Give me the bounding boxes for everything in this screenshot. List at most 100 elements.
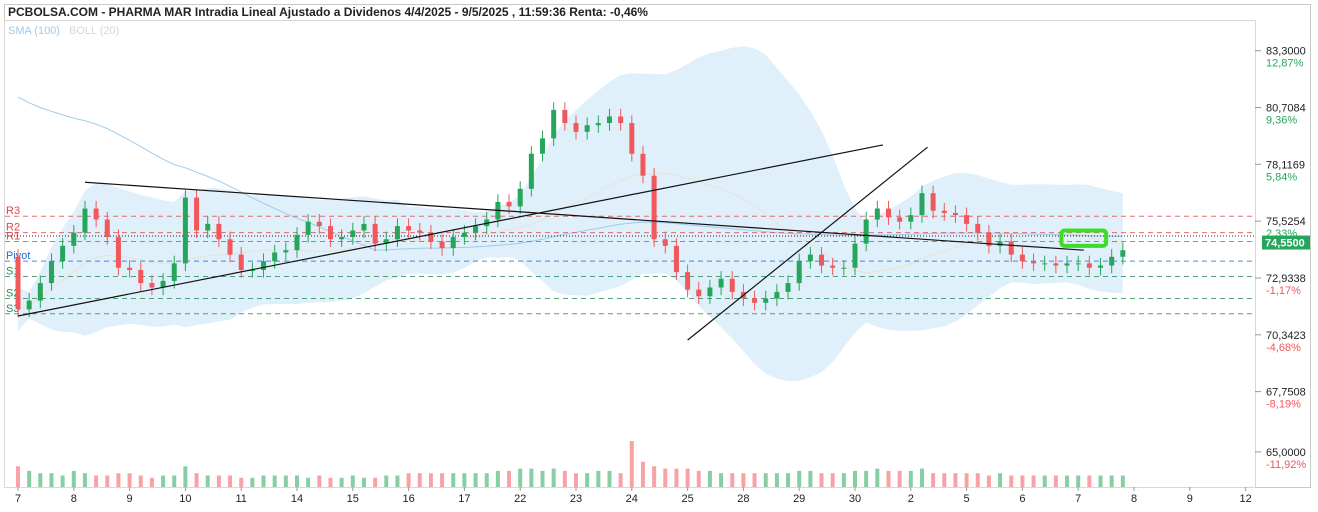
y-tick-pct: -8,19% [1266, 399, 1301, 411]
volume-bar [551, 468, 556, 487]
candle-body [383, 239, 389, 244]
candle-body [406, 226, 412, 231]
volume-bar [94, 475, 99, 487]
volume-bar [473, 473, 478, 487]
volume-bar [239, 477, 244, 487]
x-tick-label: 9 [127, 493, 133, 505]
candle-body [897, 217, 903, 222]
volume-bar [942, 473, 947, 487]
volume-bar [1076, 475, 1081, 487]
current-price-box [1262, 235, 1310, 250]
candle-body [673, 245, 679, 273]
candle-body [796, 261, 802, 284]
candle-body [774, 291, 780, 299]
volume-bar [574, 473, 578, 487]
candle-body [160, 280, 166, 288]
x-axis: 7 8 9 10 11 14 15 16 17 22 23 24 25 28 29 30 2 5 6 7 8 9 12 [15, 487, 1252, 505]
y-tick-price: 72,9338 [1266, 273, 1306, 285]
x-tick-label: 5 [964, 493, 970, 505]
volume-bar [897, 470, 902, 487]
candle-body [15, 256, 21, 310]
candle-body [1086, 263, 1092, 268]
volume-bar [518, 468, 523, 487]
candle-body [517, 188, 523, 207]
volume-bar [451, 473, 456, 487]
candle-body [952, 212, 958, 216]
x-tick-label: 2 [908, 493, 914, 505]
y-tick-pct: -1,17% [1266, 285, 1301, 297]
volume-bar [127, 473, 132, 487]
candle-body [261, 261, 267, 270]
volume-bar [674, 468, 679, 487]
candle-body [394, 226, 400, 240]
volume-bars [16, 441, 1125, 487]
volume-bar [183, 466, 188, 487]
volume-bar [618, 473, 623, 487]
volume-bar [406, 473, 411, 487]
volume-bar [841, 473, 846, 487]
candle-body [640, 153, 646, 176]
candle-body [595, 123, 601, 126]
volume-bar [1109, 475, 1114, 487]
volume-bar [707, 470, 712, 487]
y-tick-price: 75,5254 [1266, 216, 1306, 228]
volume-bar [306, 477, 311, 487]
candle-body [1053, 263, 1059, 266]
candle-body [919, 193, 925, 216]
volume-bar [250, 477, 255, 487]
candle-body [629, 123, 635, 154]
candle-body [975, 223, 981, 233]
volume-bar [1053, 475, 1058, 487]
candle-body [305, 221, 311, 235]
y-tick-pct: 9,36% [1266, 115, 1297, 127]
volume-bar [975, 473, 980, 487]
candle-body [863, 219, 869, 244]
candle-body [439, 241, 445, 249]
volume-bar [1042, 475, 1047, 487]
candle-body [573, 123, 579, 132]
trendlines [17, 144, 1084, 341]
legend-sma: SMA (100) [8, 25, 60, 37]
volume-bar [395, 475, 400, 487]
candle-body [450, 237, 456, 249]
volume-bar [786, 473, 791, 487]
level-label: R1 [6, 230, 20, 242]
volume-bar [741, 473, 746, 487]
volume-bar [440, 473, 445, 487]
x-tick-label: 30 [849, 493, 861, 505]
candle-body [171, 263, 177, 281]
volume-bar [49, 473, 54, 487]
volume-bar [228, 475, 233, 487]
bollinger-midline [17, 173, 1123, 310]
x-tick-label: 16 [402, 493, 414, 505]
volume-bar [685, 468, 690, 487]
candle-body [82, 208, 88, 233]
volume-bar [931, 473, 936, 487]
candle-body [1042, 263, 1048, 265]
volume-bar [417, 473, 422, 487]
candle-body [885, 208, 891, 218]
volume-bar [696, 470, 701, 487]
volume-bar [60, 475, 65, 487]
candle-body [473, 226, 479, 233]
candle-body [71, 232, 77, 246]
candle-body [562, 109, 568, 124]
candle-body [606, 116, 612, 124]
trendline [687, 146, 928, 341]
candle-body [729, 278, 735, 292]
volume-bar [864, 470, 869, 487]
candle-body [37, 283, 43, 301]
candle-body [1109, 256, 1115, 266]
candle-body [506, 201, 512, 207]
volume-bar [462, 473, 467, 487]
volume-bar [138, 475, 143, 487]
volume-bar [27, 470, 32, 487]
x-tick-label: 22 [514, 493, 526, 505]
candle-body [127, 267, 133, 270]
volume-bar [172, 475, 177, 487]
candle-body [1031, 261, 1037, 264]
volume-bar [1031, 475, 1036, 487]
candle-body [361, 223, 367, 231]
volume-bar [964, 473, 969, 487]
